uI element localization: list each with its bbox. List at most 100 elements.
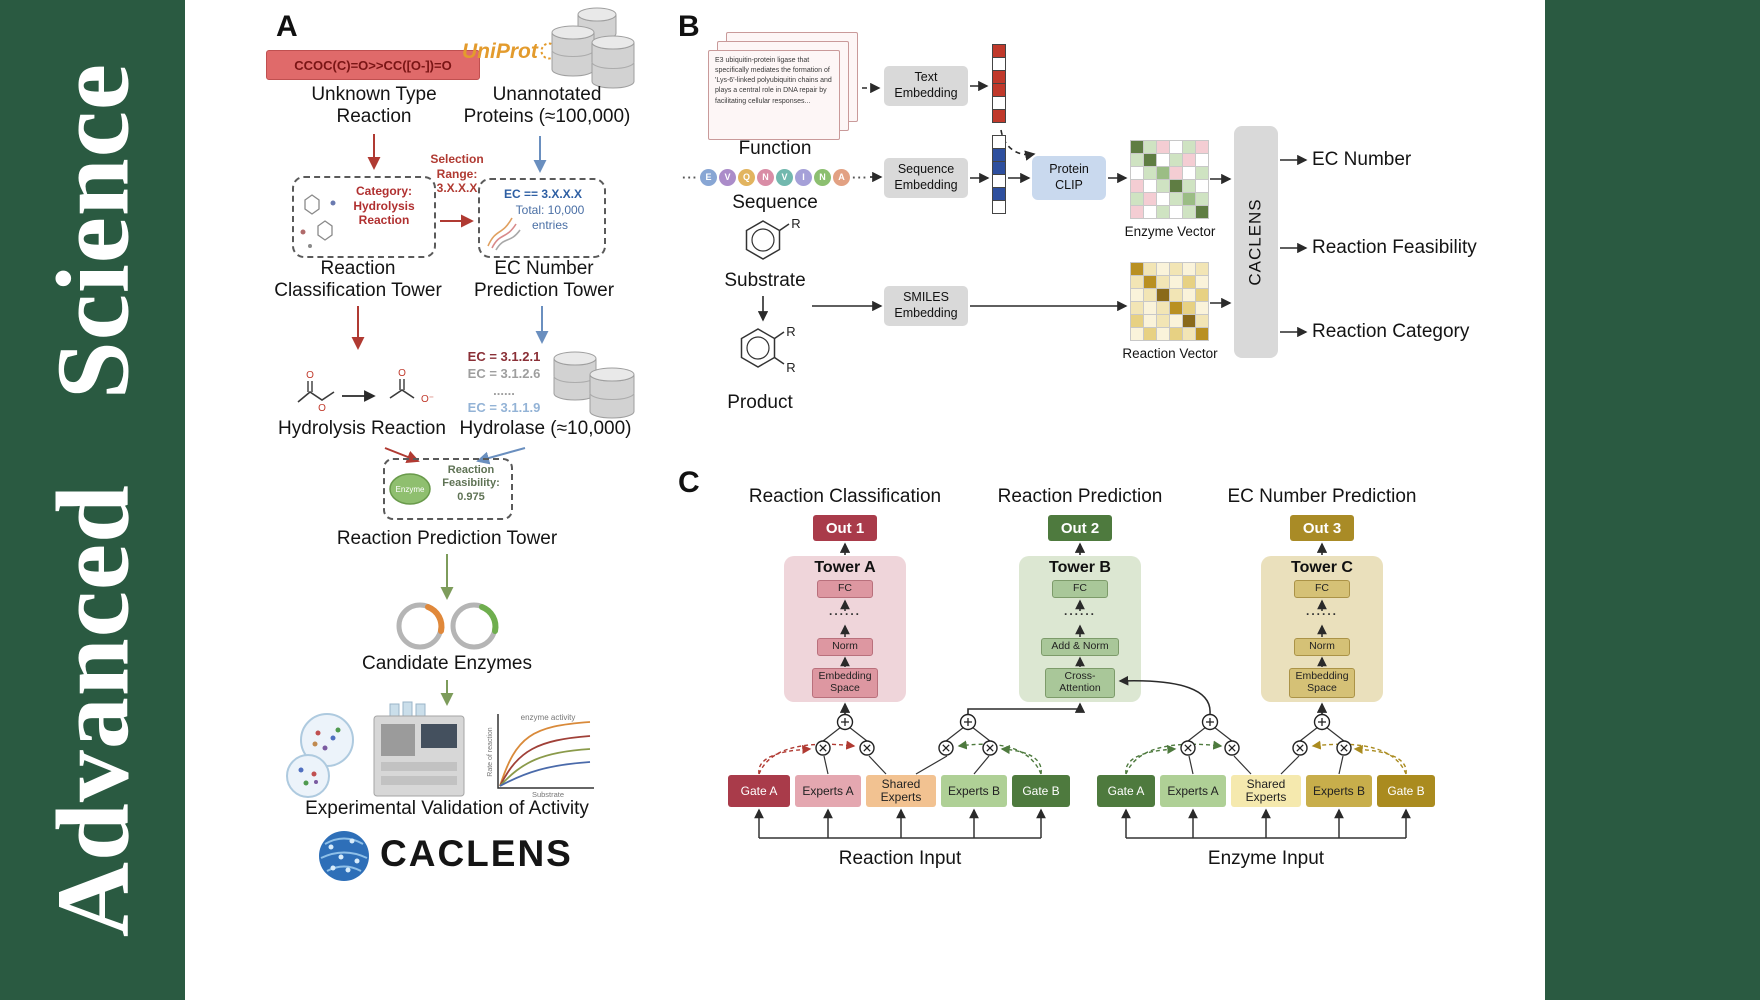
panel-c-label: C bbox=[678, 466, 700, 499]
matrix-cell bbox=[1181, 165, 1196, 180]
function-card-text: E3 ubiquitin-protein ligase that specifi… bbox=[715, 57, 832, 105]
matrix-cell bbox=[1168, 274, 1183, 289]
classification-tower-label: Reaction Classification Tower bbox=[274, 258, 442, 302]
ec-item: EC = 3.1.2.6 bbox=[467, 366, 541, 381]
text-embedding-box: Text Embedding bbox=[884, 66, 968, 106]
database-stack-icon bbox=[551, 7, 635, 89]
matrix-cell bbox=[1129, 204, 1144, 219]
matrix-cell bbox=[1142, 287, 1157, 302]
header-ec-number-prediction: EC Number Prediction bbox=[1227, 486, 1417, 507]
matrix-cell bbox=[1142, 139, 1157, 154]
matrix-cell bbox=[1142, 178, 1157, 193]
matrix-cell bbox=[1181, 178, 1196, 193]
tower-a-dots: ...... bbox=[828, 604, 861, 618]
tower-a-embedding-space-box: Embedding Space bbox=[812, 668, 878, 698]
matrix-cell bbox=[1129, 313, 1144, 328]
smiles-reaction-box: CCOC(C)=O>>CC([O-])=O bbox=[266, 50, 480, 80]
matrix-cell bbox=[1181, 261, 1196, 276]
ec-box-line3: entries bbox=[531, 218, 569, 232]
tower-c-title: Tower C bbox=[1291, 559, 1353, 576]
left-gate-a-box: Gate A bbox=[728, 775, 790, 807]
residue-circle: E bbox=[700, 168, 717, 186]
matrix-cell bbox=[1168, 313, 1183, 328]
caclens-logo-text: CACLENS bbox=[380, 833, 573, 874]
substrate-label: Substrate bbox=[724, 270, 806, 291]
matrix-cell bbox=[1142, 326, 1157, 341]
matrix-cell bbox=[1155, 139, 1170, 154]
caclens-model-label: CACLENS bbox=[1246, 198, 1265, 286]
tower-b-title: Tower B bbox=[1049, 559, 1111, 576]
tower-c-dots: ...... bbox=[1305, 604, 1338, 618]
svg-text:O⁻: O⁻ bbox=[421, 394, 434, 405]
matrix-cell bbox=[1129, 274, 1144, 289]
ec-item: ...... bbox=[493, 383, 515, 398]
matrix-cell bbox=[1155, 313, 1170, 328]
ec-tower-label: EC Number Prediction Tower bbox=[473, 258, 615, 302]
left-experts-b-box: Experts B bbox=[941, 775, 1007, 807]
svg-text:O: O bbox=[306, 370, 314, 381]
hydrolase-label: Hydrolase (≈10,000) bbox=[459, 418, 632, 439]
ellipsis: ··· bbox=[682, 169, 698, 185]
matrix-cell bbox=[1168, 287, 1183, 302]
matrix-cell bbox=[1181, 287, 1196, 302]
sequence-embedding-box: Sequence Embedding bbox=[884, 158, 968, 198]
matrix-cell bbox=[1194, 326, 1209, 341]
matrix-cell bbox=[1129, 165, 1144, 180]
prediction-tower-label: Reaction Prediction Tower bbox=[336, 528, 558, 549]
matrix-cell bbox=[1194, 152, 1209, 167]
plasmid-icons bbox=[396, 602, 499, 650]
tower-a: Tower A FC ...... Norm Embedding Space bbox=[784, 556, 906, 702]
matrix-cell bbox=[1155, 261, 1170, 276]
substituent-r-label: R bbox=[791, 216, 800, 231]
matrix-cell bbox=[1142, 204, 1157, 219]
matrix-cell bbox=[992, 83, 1006, 97]
substrate-structure-icon: R bbox=[745, 216, 801, 260]
residue-circle: A bbox=[833, 168, 850, 186]
right-gate-b-box: Gate B bbox=[1377, 775, 1435, 807]
matrix-cell bbox=[992, 148, 1006, 162]
matrix-cell bbox=[1194, 300, 1209, 315]
reaction-vector-label: Reaction Vector bbox=[1122, 346, 1218, 361]
matrix-cell bbox=[1194, 165, 1209, 180]
output-reaction-feasibility: Reaction Feasibility bbox=[1312, 237, 1477, 258]
matrix-cell bbox=[1181, 326, 1196, 341]
panel-b-label: B bbox=[678, 10, 700, 43]
matrix-cell bbox=[1168, 261, 1183, 276]
input-buses bbox=[754, 808, 1411, 839]
matrix-cell bbox=[1194, 178, 1209, 193]
hydrolysis-reaction-label: Hydrolysis Reaction bbox=[278, 418, 446, 439]
product-nodes bbox=[815, 740, 1352, 756]
residue-circle: V bbox=[776, 168, 793, 186]
matrix-cell bbox=[1194, 313, 1209, 328]
journal-band-left: Advanced Science bbox=[0, 0, 185, 1000]
header-reaction-prediction: Reaction Prediction bbox=[997, 486, 1163, 507]
matrix-cell bbox=[1168, 152, 1183, 167]
matrix-cell bbox=[1129, 178, 1144, 193]
tower-b-add-norm-box: Add & Norm bbox=[1041, 638, 1119, 656]
matrix-cell bbox=[1181, 274, 1196, 289]
matrix-cell bbox=[1155, 204, 1170, 219]
matrix-cell bbox=[1155, 152, 1170, 167]
matrix-cell bbox=[1142, 261, 1157, 276]
reaction-classification-box bbox=[292, 176, 436, 258]
unknown-reaction-label: Unknown Type Reaction bbox=[311, 84, 437, 128]
database-stack-icon bbox=[553, 351, 635, 419]
product-structure-icon: R R bbox=[740, 324, 796, 375]
left-shared-experts-box: Shared Experts bbox=[866, 775, 936, 807]
matrix-cell bbox=[1155, 287, 1170, 302]
reaction-vector-matrix bbox=[1129, 261, 1209, 341]
matrix-cell bbox=[1194, 139, 1209, 154]
feasibility-box bbox=[383, 458, 513, 520]
selection-range-label: Selection Range: 3.X.X.X bbox=[430, 152, 484, 196]
matrix-cell bbox=[1129, 139, 1144, 154]
uniprot-dotted-circle-icon bbox=[540, 42, 558, 60]
matrix-cell bbox=[1181, 139, 1196, 154]
tower-b-dots: ...... bbox=[1063, 604, 1096, 618]
matrix-cell bbox=[1181, 204, 1196, 219]
ec-item: EC = 3.1.2.1 bbox=[467, 349, 541, 364]
matrix-cell bbox=[1142, 165, 1157, 180]
svg-text:O: O bbox=[398, 368, 406, 379]
petri-dish-icon bbox=[286, 713, 354, 798]
